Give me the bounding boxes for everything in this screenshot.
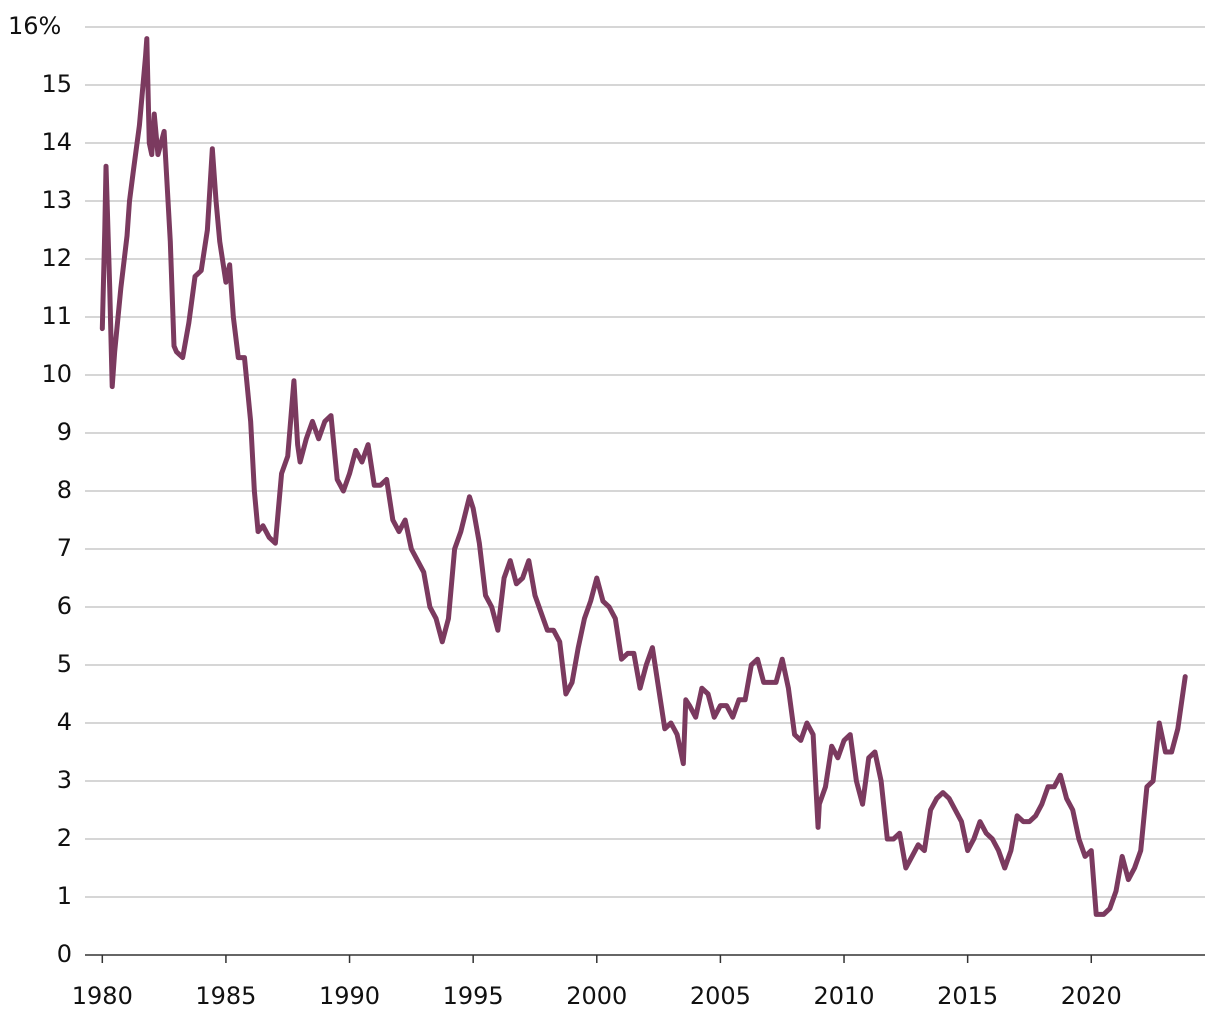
y-tick-label: 13 xyxy=(41,186,72,214)
y-tick-label: 15 xyxy=(41,70,72,98)
x-tick-label: 1995 xyxy=(443,982,504,1010)
y-tick-label: 7 xyxy=(57,534,72,562)
x-tick-label: 2005 xyxy=(690,982,751,1010)
y-tick-label: 10 xyxy=(41,360,72,388)
y-tick-label: 1 xyxy=(57,882,72,910)
y-tick-label: 11 xyxy=(41,302,72,330)
y-tick-label: 3 xyxy=(57,766,72,794)
y-tick-label: 12 xyxy=(41,244,72,272)
x-tick-label: 2010 xyxy=(813,982,874,1010)
y-tick-label: 8 xyxy=(57,476,72,504)
y-tick-label: 14 xyxy=(41,128,72,156)
y-tick-label: 0 xyxy=(57,940,72,968)
y-tick-label: 6 xyxy=(57,592,72,620)
x-tick-label: 2015 xyxy=(937,982,998,1010)
x-tick-label: 2020 xyxy=(1061,982,1122,1010)
y-tick-label: 4 xyxy=(57,708,72,736)
y-tick-label: 9 xyxy=(57,418,72,446)
y-tick-label: 16% xyxy=(8,12,61,40)
x-tick-label: 1980 xyxy=(72,982,133,1010)
x-tick-label: 1985 xyxy=(195,982,256,1010)
y-tick-label: 2 xyxy=(57,824,72,852)
data-line xyxy=(99,36,1188,917)
y-tick-label: 5 xyxy=(57,650,72,678)
x-tick-label: 1990 xyxy=(319,982,380,1010)
x-tick-label: 2000 xyxy=(566,982,627,1010)
